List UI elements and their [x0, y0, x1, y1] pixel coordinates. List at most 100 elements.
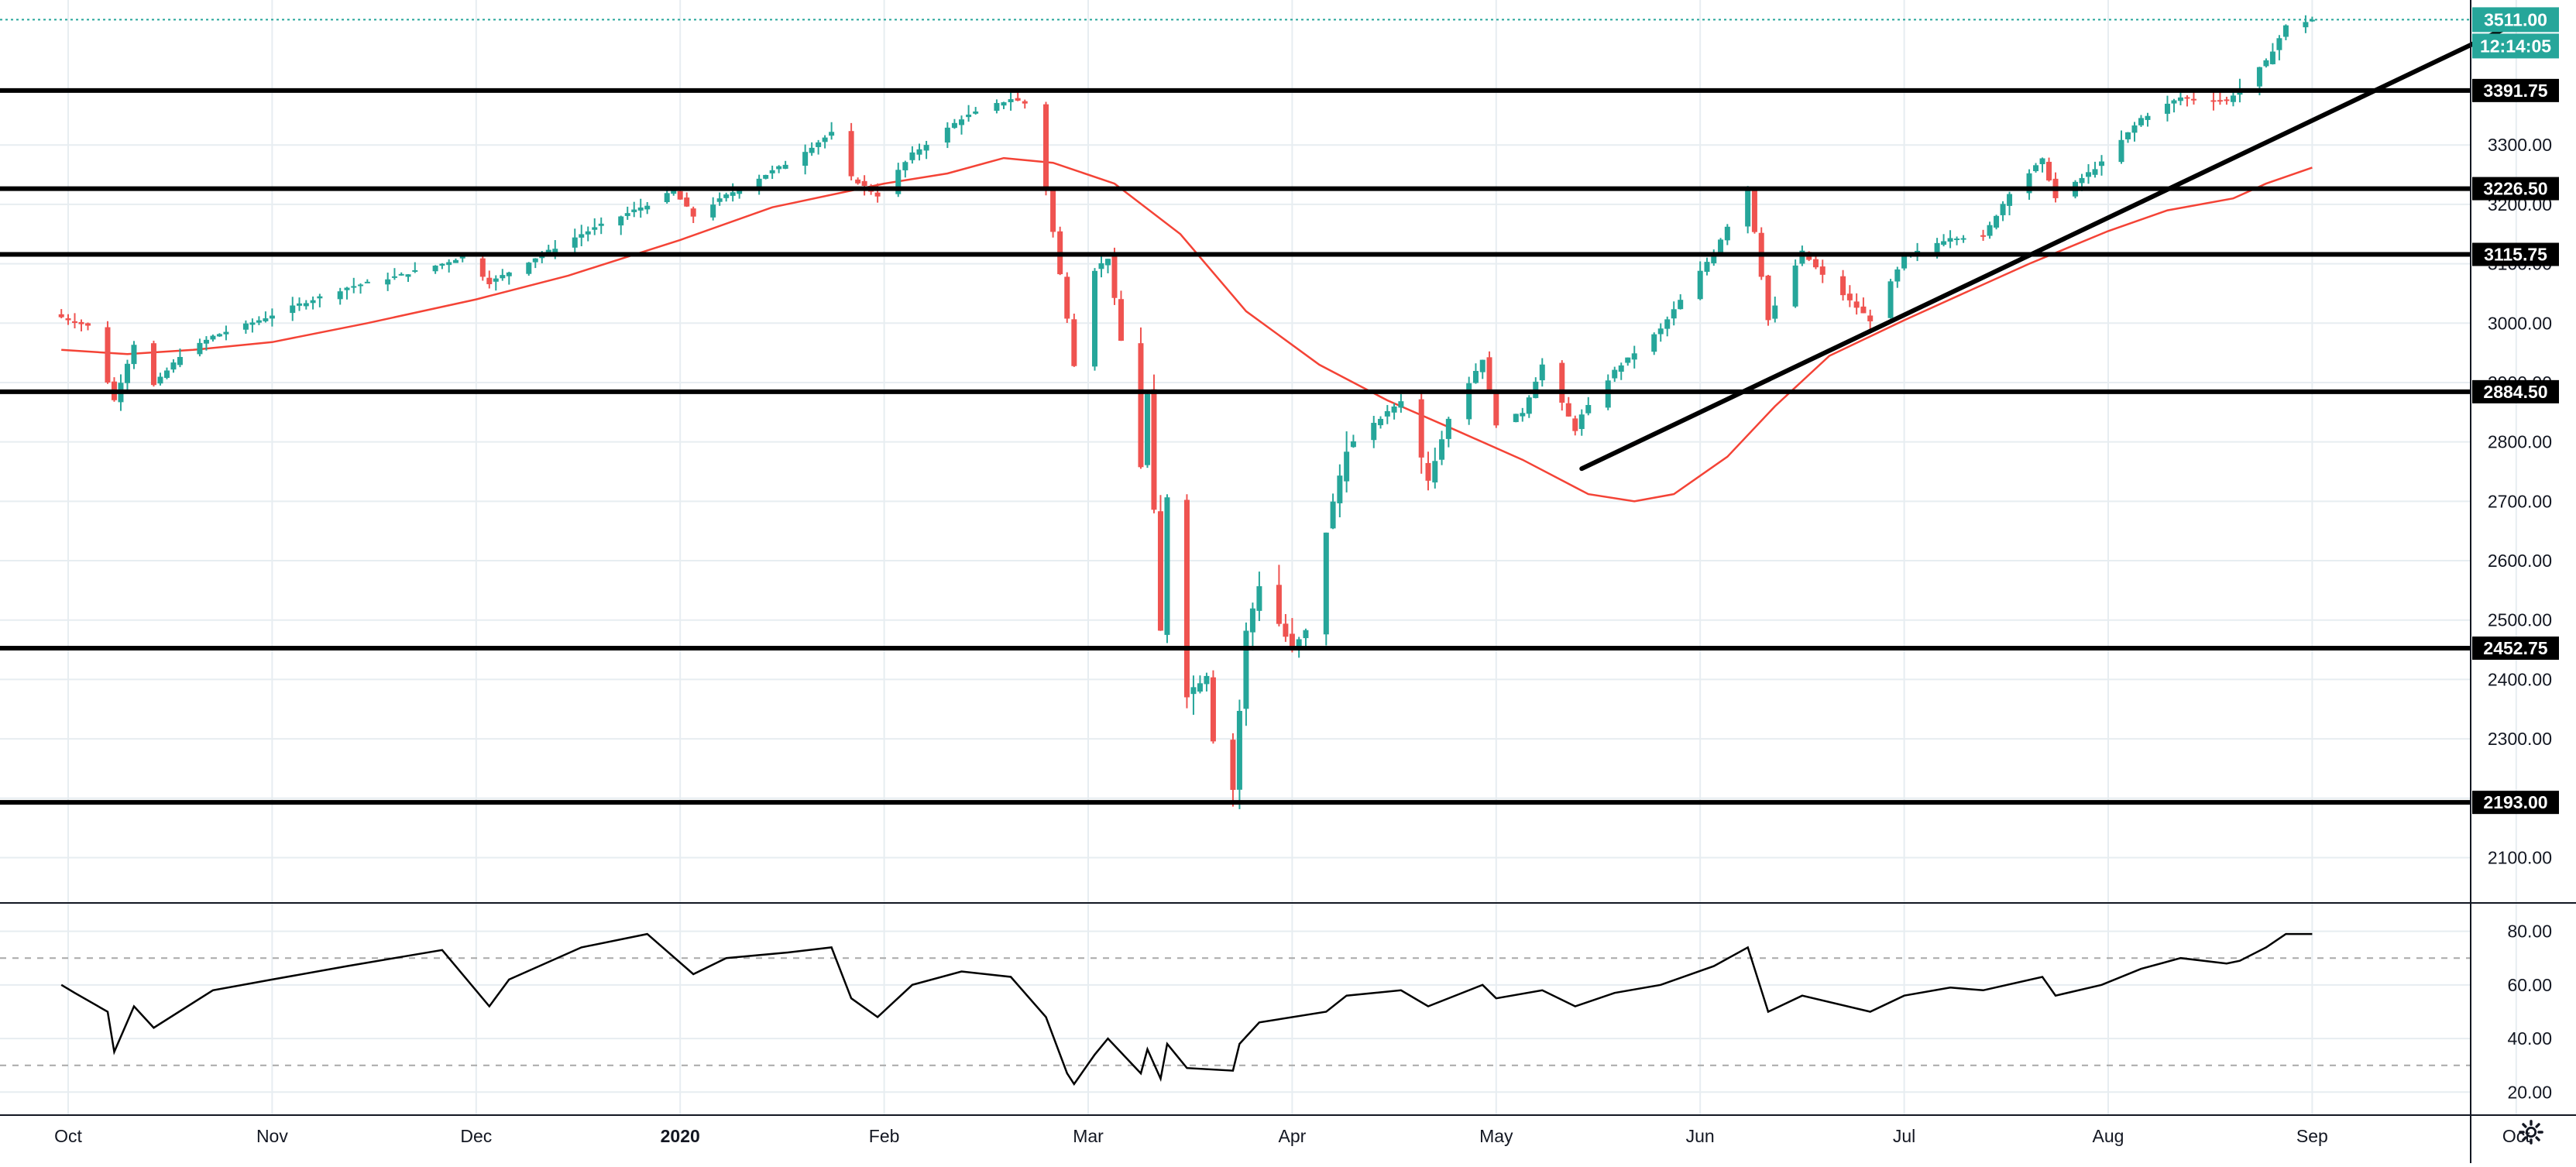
candle-body	[1539, 364, 1545, 381]
candle-body	[1022, 101, 1028, 104]
candle-body	[2039, 158, 2045, 164]
candle-body	[1678, 300, 1684, 310]
last-price-tag	[2472, 7, 2559, 33]
candle-body	[1230, 740, 1236, 791]
candle-body	[1111, 256, 1118, 298]
candle-body	[1303, 630, 1309, 639]
candle-body	[1183, 499, 1190, 698]
candle-body	[1860, 306, 1867, 314]
candle-body	[1840, 276, 1846, 296]
candle-body	[1256, 586, 1262, 611]
candle-body	[1330, 501, 1336, 529]
candle-body	[2224, 99, 2230, 101]
x-tick-label: Apr	[1279, 1126, 1307, 1146]
candle-body	[624, 213, 630, 216]
trend-line[interactable]	[1579, 21, 2519, 472]
candle-body	[1350, 441, 1356, 448]
rsi-line	[60, 932, 2313, 1086]
candle-body	[1526, 397, 1532, 414]
last-price-label: 3511.00	[2484, 9, 2547, 29]
candle-body	[2269, 51, 2275, 64]
candle-body	[290, 305, 296, 314]
candle-body	[124, 363, 130, 383]
candle-body	[1384, 410, 1390, 417]
x-tick-label: Jul	[1893, 1126, 1915, 1146]
x-tick-label: Oct	[54, 1126, 82, 1146]
candle-body	[861, 180, 867, 187]
moving-average-layer	[61, 156, 2313, 503]
candle-body	[506, 272, 512, 276]
candle-body	[895, 170, 902, 194]
candle-body	[809, 147, 815, 153]
candle-body	[58, 314, 64, 317]
candle-body	[1941, 241, 1947, 245]
candle-body	[1432, 461, 1438, 482]
candle-body	[579, 234, 585, 238]
candle-body	[479, 258, 486, 277]
settings-button[interactable]	[2516, 1118, 2547, 1149]
y-tick-label: 2100.00	[2488, 847, 2552, 867]
candle-body	[1799, 250, 1805, 264]
candle-body	[1745, 187, 1751, 227]
candle-body	[829, 132, 835, 136]
candle-body	[723, 194, 730, 198]
candle-body	[1323, 532, 1329, 635]
candle-body	[1344, 451, 1350, 482]
candle-body	[1887, 281, 1894, 318]
candle-body	[1994, 215, 2000, 228]
candle-body	[65, 318, 71, 321]
candle-body	[2263, 60, 2269, 67]
candle-body	[1772, 305, 1778, 319]
y-tick-label: 2400.00	[2488, 669, 2552, 689]
candle-body	[157, 376, 163, 384]
candle-body	[2099, 161, 2105, 166]
candle-body	[1064, 276, 1070, 319]
trend-line-layer[interactable]	[1579, 21, 2519, 472]
candle-body	[2145, 115, 2151, 120]
grid	[0, 0, 2517, 1115]
candle-body	[671, 190, 677, 194]
candle-body	[1819, 266, 1826, 275]
candle-body	[297, 303, 303, 306]
candle-body	[1559, 362, 1565, 403]
candle-body	[1398, 401, 1404, 408]
candle-body	[1378, 418, 1384, 426]
candle-body	[256, 320, 262, 323]
candle-body	[1578, 414, 1585, 429]
candle-body	[598, 223, 604, 226]
candle-body	[532, 258, 538, 263]
candle-body	[223, 331, 229, 335]
candle-body	[2230, 95, 2236, 102]
candle-body	[249, 322, 256, 325]
candle-body	[756, 178, 762, 190]
countdown-tag	[2472, 33, 2559, 59]
candle-body	[1283, 623, 1289, 637]
candle-body	[210, 335, 216, 340]
candle-body	[242, 323, 249, 330]
candle-body	[1846, 293, 1853, 300]
x-tick-label: May	[1479, 1126, 1513, 1146]
candle-body	[391, 276, 397, 278]
rsi-tick-label: 60.00	[2507, 975, 2552, 995]
rsi-tick-label: 40.00	[2507, 1028, 2552, 1049]
candle-body	[1894, 269, 1901, 282]
y-tick-label: 2500.00	[2488, 610, 2552, 630]
candle-body	[131, 345, 137, 365]
candle-body	[364, 281, 370, 283]
candle-body	[2086, 172, 2092, 177]
candle-body	[951, 122, 957, 129]
countdown-label: 12:14:05	[2480, 36, 2551, 56]
candle-body	[552, 249, 558, 253]
candle-body	[2046, 161, 2052, 181]
y-tick-label: 2600.00	[2488, 551, 2552, 571]
candle-body	[994, 103, 1000, 112]
level-lines-layer[interactable]	[0, 19, 2471, 805]
candle-body	[84, 323, 91, 326]
candle-body	[493, 278, 499, 282]
candle-body	[2118, 139, 2124, 163]
candle-body	[170, 362, 177, 370]
candle-body	[105, 327, 111, 383]
